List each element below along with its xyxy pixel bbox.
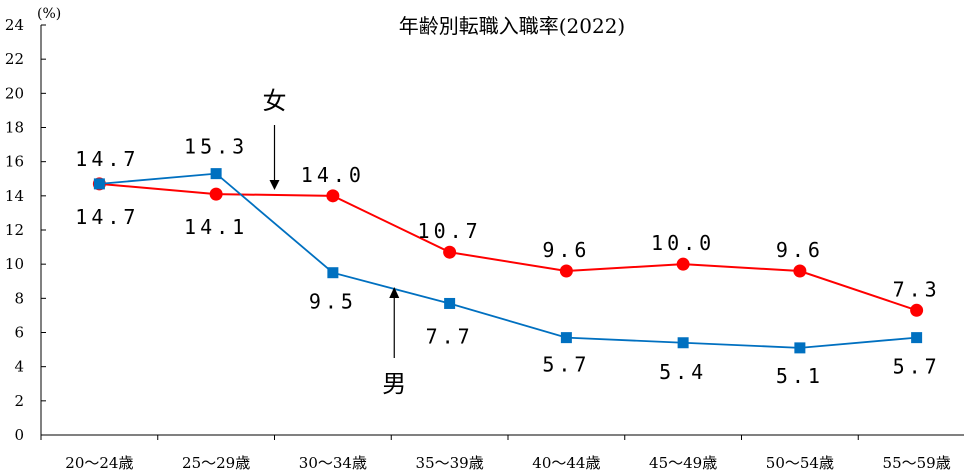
y-tick-label: 0 xyxy=(14,426,24,444)
data-point xyxy=(911,332,923,344)
arrow-male-head xyxy=(389,287,400,298)
data-label: 5.7 xyxy=(542,353,590,377)
y-tick-label: 10 xyxy=(5,255,24,273)
data-point xyxy=(793,264,807,278)
y-tick-label: 24 xyxy=(5,16,24,34)
data-point xyxy=(676,257,690,271)
data-point xyxy=(444,297,456,309)
data-point xyxy=(327,267,339,279)
series-male: 14.7 15.3 9.5 7.7 5.7 5.4 5.1 5.7 xyxy=(75,135,941,388)
data-label: 10.7 xyxy=(418,219,482,243)
y-tick-label: 8 xyxy=(14,289,24,307)
x-tick-label: 55～59歳 xyxy=(883,454,951,472)
y-tick-label: 12 xyxy=(5,221,24,239)
chart-title: 年齢別転職入職率(2022) xyxy=(399,14,626,38)
data-label: 9.5 xyxy=(309,290,357,314)
data-label: 14.1 xyxy=(184,215,248,239)
data-label: 7.3 xyxy=(893,277,941,301)
series-female: 14.7 14.1 14.0 10.7 9.6 10.0 9.6 7.3 xyxy=(75,163,941,317)
series-line xyxy=(99,182,917,312)
data-label: 7.7 xyxy=(426,324,474,348)
data-label: 9.6 xyxy=(542,238,590,262)
data-label: 14.0 xyxy=(301,163,365,187)
data-point xyxy=(326,189,340,203)
annotation-female: 女 xyxy=(263,87,287,115)
x-tick-label: 50～54歳 xyxy=(766,454,834,472)
data-point xyxy=(210,168,222,180)
data-label: 10.0 xyxy=(651,231,715,255)
y-tick-label: 4 xyxy=(14,358,24,376)
x-tick-label: 45～49歳 xyxy=(649,454,717,472)
data-point xyxy=(93,178,105,190)
y-tick-label: 18 xyxy=(5,119,24,137)
series-line xyxy=(99,172,917,349)
arrow-female-head xyxy=(269,180,280,190)
y-tick-label: 6 xyxy=(14,324,24,342)
y-tick-label: 20 xyxy=(5,84,24,102)
y-tick-label: 16 xyxy=(5,153,24,171)
x-tick-label: 40～44歳 xyxy=(532,454,600,472)
annotations: 女男 xyxy=(263,87,407,398)
annotation-male: 男 xyxy=(382,370,406,398)
data-point xyxy=(677,337,689,349)
data-point xyxy=(443,245,457,259)
data-label: 5.7 xyxy=(893,355,941,379)
data-label: 15.3 xyxy=(184,135,248,159)
data-label: 5.1 xyxy=(776,364,824,388)
data-point xyxy=(794,342,806,354)
series-group: 14.7 14.1 14.0 10.7 9.6 10.0 9.6 7.3 14.7 15.3 9.5… xyxy=(75,135,941,388)
data-point xyxy=(560,332,572,344)
y-tick-label: 14 xyxy=(5,187,24,205)
data-point xyxy=(559,264,573,278)
data-label: 5.4 xyxy=(659,360,707,384)
x-tick-label: 30～34歳 xyxy=(299,454,367,472)
data-point xyxy=(209,187,223,201)
data-label: 9.6 xyxy=(776,238,824,262)
x-tick-label: 35～39歳 xyxy=(416,454,484,472)
data-label: 14.7 xyxy=(75,205,139,229)
y-tick-label: 22 xyxy=(5,50,24,68)
y-axis-unit: (%) xyxy=(37,6,61,22)
y-tick-label: 2 xyxy=(14,392,24,410)
data-point xyxy=(910,303,924,317)
x-tick-label: 20～24歳 xyxy=(65,454,133,472)
data-label: 14.7 xyxy=(75,147,139,171)
x-tick-label: 25～29歳 xyxy=(182,454,250,472)
